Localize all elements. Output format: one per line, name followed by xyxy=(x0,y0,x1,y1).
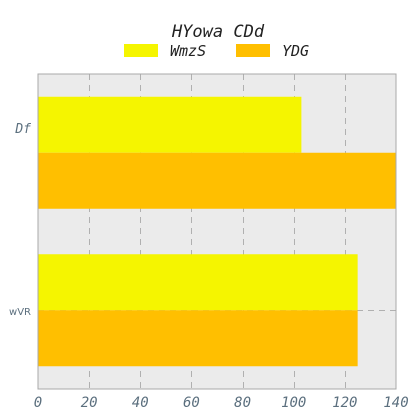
x-tick-label-40: 40 xyxy=(132,395,149,411)
legend: WmzS YDG xyxy=(124,42,309,60)
bars xyxy=(38,96,396,367)
y-tick-label-wvr: wVR xyxy=(9,307,31,318)
legend-swatch-wmzs xyxy=(124,44,158,57)
legend-swatch-ydg xyxy=(236,44,270,57)
x-tick-label-20: 20 xyxy=(81,395,98,411)
x-tick-label-80: 80 xyxy=(234,395,251,411)
x-tick-label-140: 140 xyxy=(383,395,408,411)
y-tick-label-df: Df xyxy=(14,122,31,137)
chart-title: HYowa CDd xyxy=(171,22,265,42)
plot-border xyxy=(37,73,397,390)
bar-ydg-df xyxy=(38,152,396,209)
legend-label-ydg: YDG xyxy=(282,42,309,60)
x-axis-ticks: 0 20 40 60 80 100 120 140 xyxy=(34,395,409,411)
bar-wmzs-wvr xyxy=(38,254,358,311)
legend-label-wmzs: WmzS xyxy=(170,42,206,60)
bar-ydg-wvr xyxy=(38,310,358,367)
x-tick-label-120: 120 xyxy=(332,395,357,411)
y-axis-ticks: Df wVR xyxy=(9,122,31,318)
x-tick-label-60: 60 xyxy=(183,395,200,411)
bar-wmzs-df xyxy=(38,96,302,153)
x-tick-label-100: 100 xyxy=(281,395,306,411)
x-tick-label-0: 0 xyxy=(34,395,42,411)
